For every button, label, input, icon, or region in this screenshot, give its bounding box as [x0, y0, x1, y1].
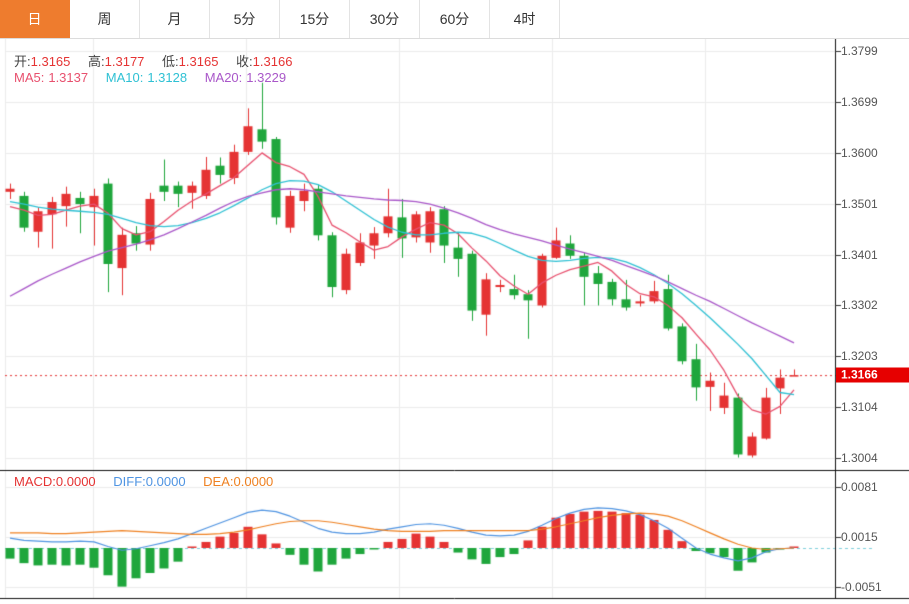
price-axis-label: 1.3203 [841, 349, 878, 364]
ma10-label: MA10: [105, 70, 144, 85]
ma20-value: 1.3229 [246, 70, 287, 85]
diff-label: DIFF: [113, 474, 146, 489]
period-tabbar: 日周月 5分 15分 30分 60分 4时 [0, 0, 909, 39]
open-value: 1.3165 [30, 54, 71, 69]
current-price-badge: 1.3166 [836, 367, 909, 383]
ma-readout: MA5: 1.3137 MA10: 1.3128 MA20: 1.3229 [14, 70, 286, 85]
macd-label: MACD: [14, 474, 56, 489]
high-value: 1.3177 [104, 54, 145, 69]
price-axis-label: 1.3004 [841, 451, 878, 466]
tab-日[interactable]: 日 [0, 0, 70, 38]
tab-15分[interactable]: 15分 [280, 0, 350, 38]
price-axis-label: 1.3401 [841, 247, 878, 262]
tab-周[interactable]: 周 [70, 0, 140, 38]
macd-axis-label: 0.0015 [841, 529, 878, 544]
ma10-value: 1.3128 [147, 70, 188, 85]
ohlc-readout: 开:1.3165 高:1.3177 低:1.3165 收:1.3166 [14, 51, 292, 70]
diff-value: 0.0000 [145, 474, 186, 489]
low-value: 1.3165 [178, 54, 219, 69]
ma20-label: MA20: [204, 70, 243, 85]
macd-readout: MACD:0.0000 DIFF:0.0000 DEA:0.0000 [14, 474, 273, 489]
price-axis-label: 1.3600 [841, 145, 878, 160]
ma5-label: MA5: [14, 70, 45, 85]
macd-axis-label: 0.0081 [841, 479, 878, 494]
price-axis-label: 1.3302 [841, 298, 878, 313]
ma5-value: 1.3137 [48, 70, 89, 85]
close-value: 1.3166 [252, 54, 293, 69]
tab-30分[interactable]: 30分 [350, 0, 420, 38]
tab-5分[interactable]: 5分 [210, 0, 280, 38]
price-axis-label: 1.3501 [841, 196, 878, 211]
price-axis-label: 1.3799 [841, 44, 878, 58]
high-label: 高: [88, 54, 105, 69]
low-label: 低: [162, 54, 179, 69]
macd-axis-label: -0.0051 [841, 579, 882, 594]
close-label: 收: [236, 54, 253, 69]
tab-月[interactable]: 月 [140, 0, 210, 38]
tab-60分[interactable]: 60分 [420, 0, 490, 38]
dea-label: DEA: [203, 474, 234, 489]
tab-4时[interactable]: 4时 [490, 0, 560, 38]
price-axis-label: 1.3104 [841, 399, 878, 414]
dea-value: 0.0000 [233, 474, 274, 489]
open-label: 开: [14, 54, 31, 69]
price-axis-label: 1.3699 [841, 95, 878, 110]
macd-value: 0.0000 [55, 474, 96, 489]
